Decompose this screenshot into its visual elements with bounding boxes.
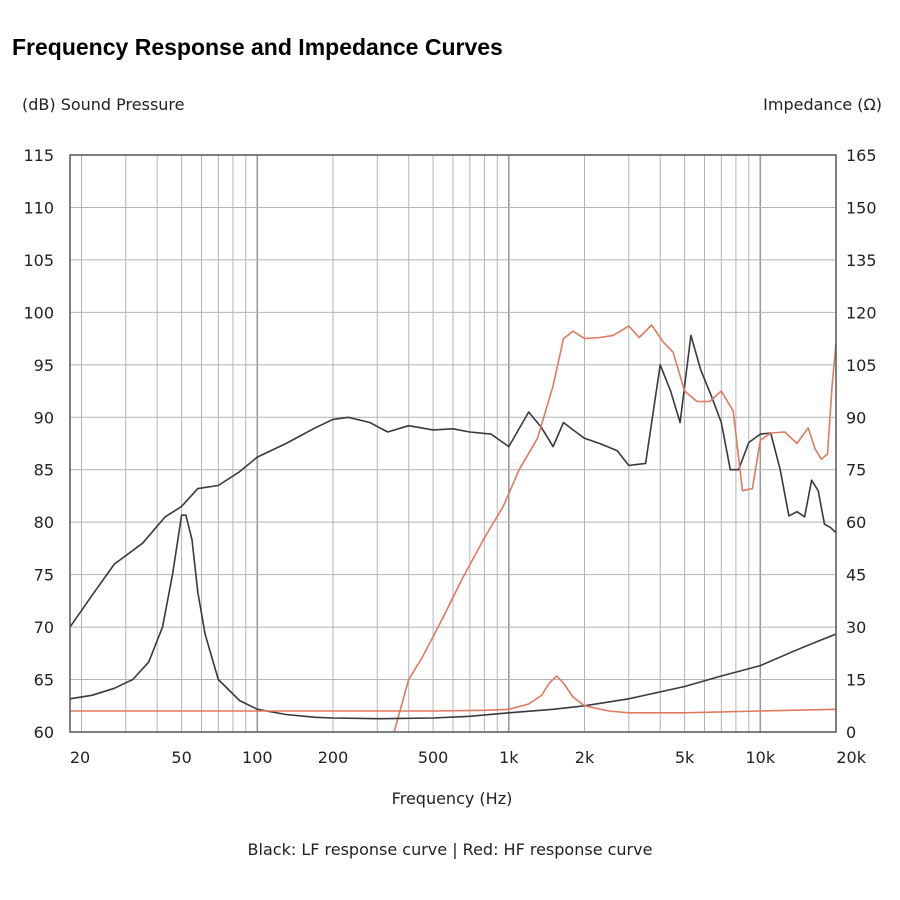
y-right-tick-label: 165 bbox=[846, 146, 877, 165]
y-left-tick-label: 60 bbox=[34, 723, 54, 742]
x-tick-label: 20k bbox=[836, 748, 866, 767]
x-tick-label: 10k bbox=[745, 748, 775, 767]
tick-labels: 60 65 70 75 80 85 90 95 100 105 110 115 0 15 30 45 60 75 9… bbox=[23, 146, 876, 767]
y-left-tick-label: 115 bbox=[23, 146, 54, 165]
x-tick-label: 2k bbox=[575, 748, 595, 767]
y-left-tick-label: 110 bbox=[23, 198, 54, 217]
grid bbox=[70, 154, 837, 733]
y-right-tick-label: 30 bbox=[846, 618, 866, 637]
y-left-tick-label: 70 bbox=[34, 618, 54, 637]
y-right-tick-label: 15 bbox=[846, 671, 866, 690]
y-left-tick-label: 85 bbox=[34, 461, 54, 480]
x-tick-label: 20 bbox=[70, 748, 90, 767]
plot-frame bbox=[69, 154, 837, 733]
series-line-lf-spl bbox=[69, 334, 837, 628]
series-line-hf-spl bbox=[393, 324, 837, 733]
x-tick-label: 50 bbox=[171, 748, 191, 767]
right-axis-title: Impedance (Ω) bbox=[763, 95, 882, 114]
y-right-tick-label: 90 bbox=[846, 408, 866, 427]
x-tick-label: 100 bbox=[242, 748, 273, 767]
y-left-tick-label: 100 bbox=[23, 303, 54, 322]
x-tick-label: 500 bbox=[418, 748, 449, 767]
y-left-tick-label: 65 bbox=[34, 671, 54, 690]
y-right-tick-label: 150 bbox=[846, 198, 877, 217]
y-right-tick-label: 60 bbox=[846, 513, 866, 532]
y-left-tick-label: 75 bbox=[34, 566, 54, 585]
legend-note: Black: LF response curve | Red: HF respo… bbox=[247, 840, 653, 859]
x-tick-label: 1k bbox=[499, 748, 519, 767]
y-left-tick-label: 105 bbox=[23, 251, 54, 270]
y-right-tick-label: 0 bbox=[846, 723, 856, 742]
y-left-tick-label: 95 bbox=[34, 356, 54, 375]
x-tick-label: 200 bbox=[318, 748, 349, 767]
series-line-hf-impedance bbox=[70, 675, 837, 714]
y-right-tick-label: 75 bbox=[846, 461, 866, 480]
left-axis-title: (dB) Sound Pressure bbox=[22, 95, 185, 114]
y-right-tick-label: 135 bbox=[846, 251, 877, 270]
y-right-tick-label: 105 bbox=[846, 356, 877, 375]
x-tick-label: 5k bbox=[675, 748, 695, 767]
y-left-tick-label: 80 bbox=[34, 513, 54, 532]
chart-title: Frequency Response and Impedance Curves bbox=[12, 34, 503, 60]
y-right-tick-label: 120 bbox=[846, 303, 877, 322]
y-right-tick-label: 45 bbox=[846, 566, 866, 585]
y-left-tick-label: 90 bbox=[34, 408, 54, 427]
curves bbox=[69, 324, 837, 733]
series-line-lf-impedance bbox=[69, 514, 837, 720]
x-axis-title: Frequency (Hz) bbox=[391, 789, 513, 808]
